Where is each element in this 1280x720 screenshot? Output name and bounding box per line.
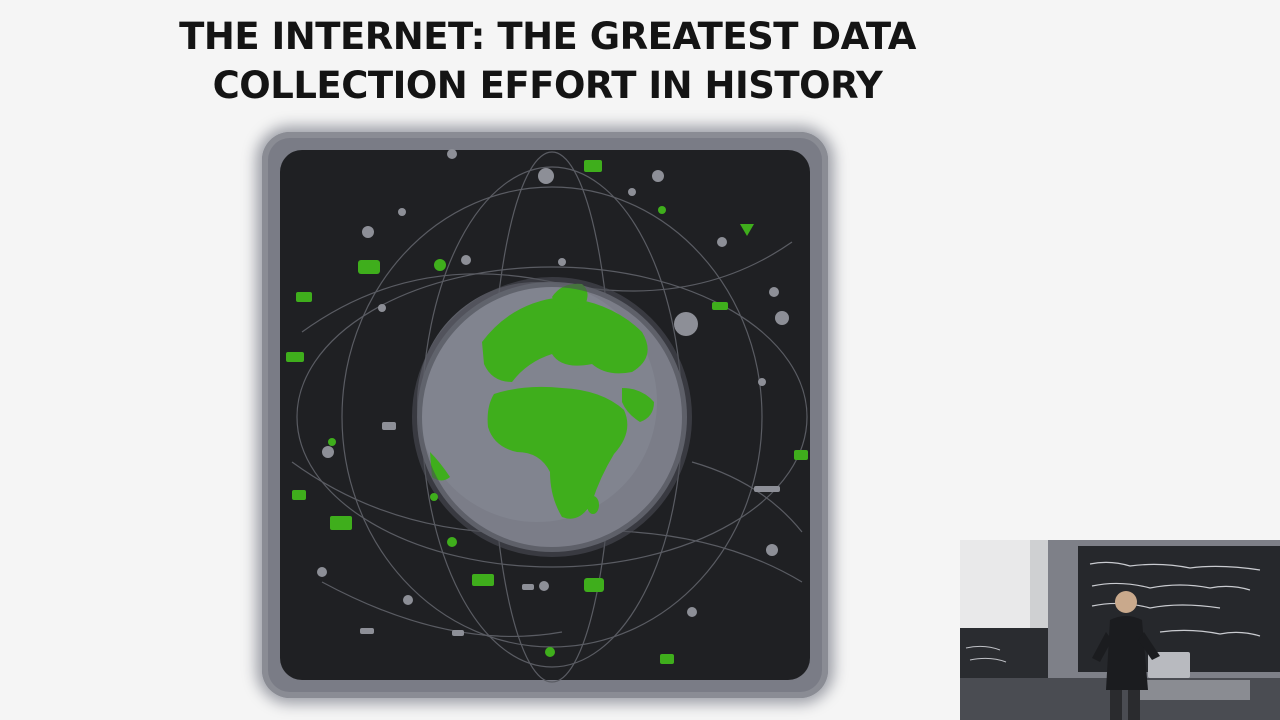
data-icons-green — [286, 160, 808, 664]
slide-title: THE INTERNET: THE GREATEST DATA COLLECTI… — [80, 12, 1015, 110]
lecturer-webcam-feed — [960, 540, 1280, 720]
data-icons-gray — [317, 149, 789, 636]
land-africa — [487, 386, 628, 519]
globe — [412, 277, 692, 557]
slide-title-line-1: THE INTERNET: THE GREATEST DATA — [179, 15, 916, 58]
globe-network-graphic — [280, 149, 810, 683]
webcam-scene — [960, 540, 1280, 720]
lecturer-figure — [1092, 591, 1160, 720]
globe-network-illustration — [262, 132, 828, 698]
slide-title-line-2: COLLECTION EFFORT IN HISTORY — [212, 64, 883, 107]
land-europe — [482, 297, 648, 382]
